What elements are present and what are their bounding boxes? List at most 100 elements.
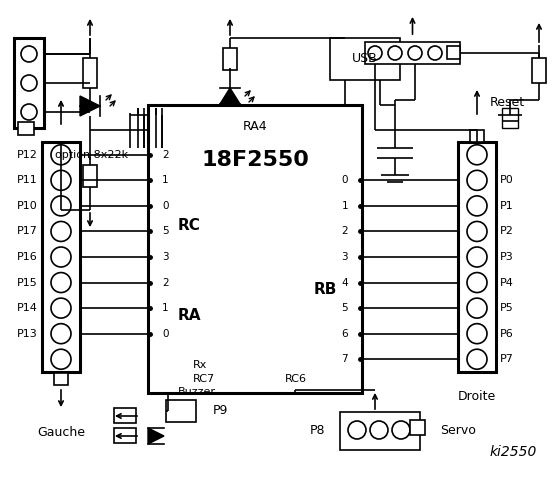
Text: P6: P6 — [500, 329, 514, 339]
Text: Servo: Servo — [440, 423, 476, 436]
Bar — [458, 142, 496, 372]
Circle shape — [51, 145, 71, 165]
Text: 1: 1 — [162, 303, 169, 313]
Circle shape — [467, 170, 487, 191]
Text: P11: P11 — [17, 175, 38, 185]
Text: P3: P3 — [500, 252, 514, 262]
Text: 5: 5 — [341, 303, 348, 313]
Polygon shape — [148, 428, 164, 444]
Text: P12: P12 — [17, 150, 38, 160]
Bar — [18, 122, 34, 135]
Circle shape — [21, 46, 37, 62]
Circle shape — [51, 349, 71, 369]
Text: P2: P2 — [500, 227, 514, 237]
Text: P5: P5 — [500, 303, 514, 313]
Text: 0: 0 — [162, 201, 169, 211]
Text: Reset: Reset — [490, 96, 525, 108]
Text: P10: P10 — [17, 201, 38, 211]
Text: ki2550: ki2550 — [490, 445, 538, 459]
Text: RB: RB — [314, 283, 337, 298]
Text: 2: 2 — [162, 277, 169, 288]
Text: P16: P16 — [17, 252, 38, 262]
Circle shape — [467, 298, 487, 318]
Text: Rx: Rx — [193, 360, 207, 370]
Text: P15: P15 — [17, 277, 38, 288]
Text: 3: 3 — [341, 252, 348, 262]
Bar — [532, 58, 546, 83]
Text: RC6: RC6 — [285, 374, 307, 384]
Text: 2: 2 — [341, 227, 348, 237]
Bar — [502, 108, 518, 128]
Text: Gauche: Gauche — [37, 425, 85, 439]
Text: Droite: Droite — [458, 391, 496, 404]
Text: P1: P1 — [500, 201, 514, 211]
Bar — [410, 420, 425, 435]
Bar — [340, 412, 420, 450]
Circle shape — [21, 75, 37, 91]
Text: P9: P9 — [213, 405, 228, 418]
Circle shape — [51, 324, 71, 344]
Circle shape — [467, 145, 487, 165]
Circle shape — [51, 247, 71, 267]
Text: RC: RC — [178, 217, 201, 232]
Circle shape — [467, 349, 487, 369]
Text: P13: P13 — [17, 329, 38, 339]
Text: P14: P14 — [17, 303, 38, 313]
Text: option 8x22k: option 8x22k — [55, 150, 128, 160]
Bar — [14, 38, 44, 128]
Text: P17: P17 — [17, 227, 38, 237]
Text: 3: 3 — [162, 252, 169, 262]
Bar — [148, 105, 362, 393]
Circle shape — [51, 298, 71, 318]
Bar — [114, 408, 136, 423]
Circle shape — [348, 421, 366, 439]
Bar — [42, 142, 80, 372]
Text: P7: P7 — [500, 354, 514, 364]
Bar — [330, 38, 400, 80]
Text: 1: 1 — [162, 175, 169, 185]
Circle shape — [51, 196, 71, 216]
Text: 4: 4 — [341, 277, 348, 288]
Polygon shape — [80, 96, 100, 116]
Text: 1: 1 — [341, 201, 348, 211]
Circle shape — [467, 247, 487, 267]
Bar — [54, 373, 68, 385]
Polygon shape — [220, 88, 240, 104]
Text: RA: RA — [178, 308, 201, 323]
Text: 0: 0 — [162, 329, 169, 339]
Circle shape — [428, 46, 442, 60]
Text: 6: 6 — [341, 329, 348, 339]
Text: P8: P8 — [310, 423, 325, 436]
Text: 5: 5 — [162, 227, 169, 237]
Text: USB: USB — [352, 52, 378, 65]
Text: RC7: RC7 — [193, 374, 215, 384]
Bar — [83, 165, 97, 187]
Text: 2: 2 — [162, 150, 169, 160]
Circle shape — [392, 421, 410, 439]
Text: P0: P0 — [500, 175, 514, 185]
Text: 18F2550: 18F2550 — [201, 150, 309, 170]
Bar — [365, 42, 460, 64]
Circle shape — [51, 170, 71, 191]
Circle shape — [368, 46, 382, 60]
Text: 0: 0 — [342, 175, 348, 185]
Bar — [223, 48, 237, 70]
Text: Buzzer: Buzzer — [178, 387, 216, 397]
Bar — [166, 400, 196, 422]
Text: 7: 7 — [341, 354, 348, 364]
Circle shape — [467, 196, 487, 216]
Bar — [470, 130, 484, 142]
Circle shape — [21, 104, 37, 120]
Text: P4: P4 — [500, 277, 514, 288]
Circle shape — [370, 421, 388, 439]
Circle shape — [51, 221, 71, 241]
Circle shape — [51, 273, 71, 292]
Circle shape — [408, 46, 422, 60]
Bar — [447, 46, 460, 59]
Bar — [114, 428, 136, 443]
Circle shape — [388, 46, 402, 60]
Circle shape — [467, 273, 487, 292]
Circle shape — [467, 324, 487, 344]
Text: RA4: RA4 — [243, 120, 267, 133]
Circle shape — [467, 221, 487, 241]
